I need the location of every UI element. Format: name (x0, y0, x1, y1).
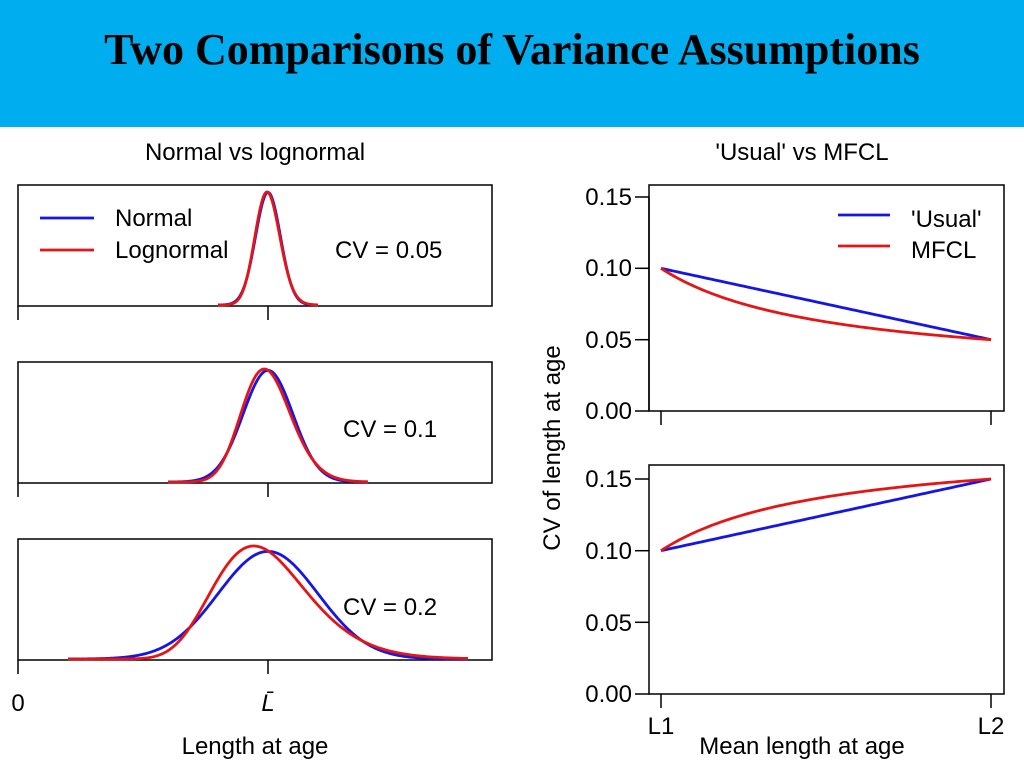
right-panel-2-ytick-label: 0.15 (585, 466, 632, 493)
legend-lognormal-label: Lognormal (115, 237, 228, 264)
legend-mfcl-label: MFCL (911, 237, 976, 264)
left-panel-3-frame (17, 538, 493, 661)
left-figure: Normal vs lognormal CV = 0.05 Normal Log… (11, 139, 493, 760)
figure-canvas: Normal vs lognormal CV = 0.05 Normal Log… (11, 139, 1005, 760)
right-panel-1-ytick-label: 0.05 (585, 327, 632, 354)
right-y-axis-label: CV of length at age (539, 345, 566, 550)
right-figure: 'Usual' vs MFCL CV of length at age 0.15… (539, 139, 1005, 760)
right-legend: 'Usual' MFCL (838, 206, 982, 264)
right-x-tick-label-l2: L2 (978, 713, 1005, 740)
left-panel-1-frame (17, 184, 493, 307)
right-panel-1-ytick-label: 0.15 (585, 184, 632, 211)
left-panel-2-lognormal-line (168, 367, 369, 484)
right-panel-1-usual-line (660, 266, 992, 342)
right-panel-2-ytick-label: 0.00 (585, 681, 632, 708)
left-panel-1-normal-line (218, 190, 318, 307)
left-panel-1-cv-label: CV = 0.05 (335, 237, 442, 264)
left-panel-3-lognormal-line (68, 544, 469, 661)
left-x-axis-label: Length at age (182, 733, 329, 760)
right-panel-1-ytick-label: 0.10 (585, 255, 632, 282)
right-panel-2: 0.15 0.10 0.05 0.00 (585, 464, 1005, 708)
title-banner (0, 0, 1024, 127)
left-x-tick-label-mean: L̄ (261, 690, 274, 717)
left-panel-1: CV = 0.05 Normal Lognormal (17, 184, 493, 320)
slide-title: Two Comparisons of Variance Assumptions (104, 25, 920, 74)
right-panel-2-mfcl-line (660, 477, 992, 552)
right-figure-title: 'Usual' vs MFCL (715, 139, 888, 166)
left-panel-1-lognormal-line (218, 190, 319, 307)
right-panel-2-ytick-label: 0.10 (585, 538, 632, 565)
left-x-tick-label-zero: 0 (11, 690, 24, 717)
left-panel-2-cv-label: CV = 0.1 (343, 416, 437, 443)
left-panel-2-normal-line (168, 368, 368, 484)
left-panel-3-cv-label: CV = 0.2 (343, 594, 437, 621)
right-panel-1: 0.15 0.10 0.05 0.00 'Usual' MFCL (585, 184, 1005, 425)
right-panel-1-ytick-label: 0.00 (585, 398, 632, 425)
left-figure-title: Normal vs lognormal (145, 139, 365, 166)
right-panel-2-frame (648, 464, 1005, 695)
right-panel-2-usual-line (660, 477, 992, 553)
left-panel-2-frame (17, 361, 493, 484)
right-x-tick-label-l1: L1 (648, 713, 675, 740)
right-x-axis-label: Mean length at age (699, 733, 905, 760)
legend-usual-label: 'Usual' (911, 206, 982, 233)
left-panel-2: CV = 0.1 (17, 361, 493, 497)
legend-normal-label: Normal (115, 205, 192, 232)
left-legend: Normal Lognormal (40, 205, 228, 264)
left-panel-3: CV = 0.2 (17, 538, 493, 674)
right-panel-2-ytick-label: 0.05 (585, 610, 632, 637)
right-panel-1-mfcl-line (660, 267, 992, 342)
